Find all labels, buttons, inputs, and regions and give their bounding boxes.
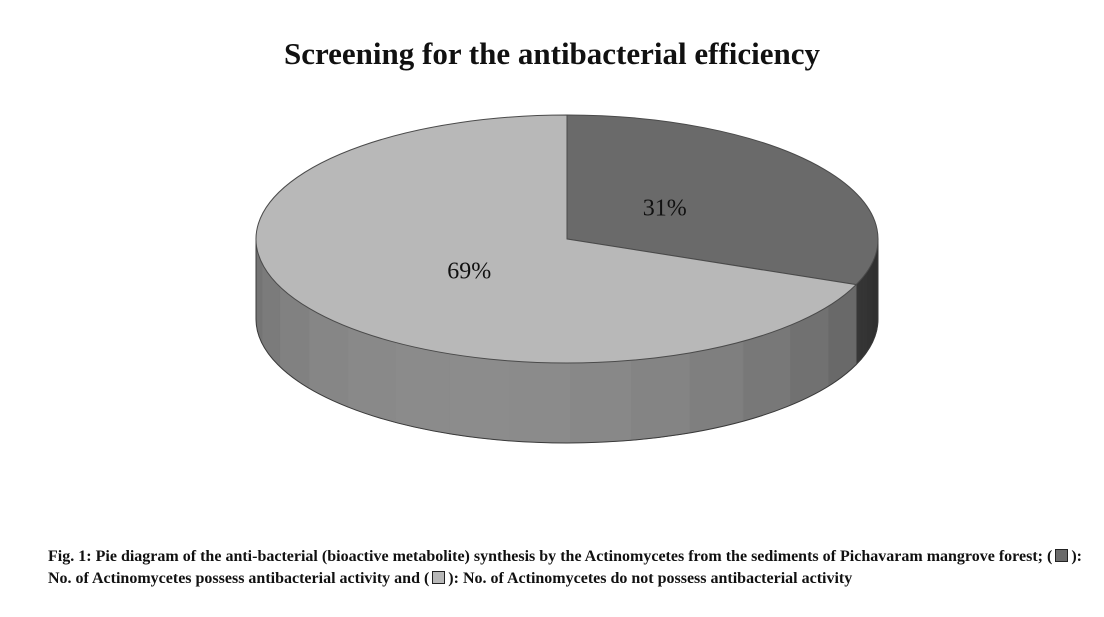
- chart-title: Screening for the antibacterial efficien…: [283, 36, 821, 71]
- pie-side-69-0-3: [688, 340, 744, 434]
- pie-side-69-0-7: [449, 353, 510, 442]
- pie-side-69-0-5: [568, 360, 632, 444]
- pie-chart: 31% 69%: [255, 114, 879, 444]
- pie-slice-31: [566, 114, 879, 286]
- pie-slice-69: [255, 114, 858, 364]
- pie-3d-side-layer: [255, 238, 879, 444]
- pie-side-69-0-6: [507, 360, 571, 444]
- light-gray-swatch-icon: [432, 571, 446, 584]
- pie-side-69-0-9: [347, 326, 396, 423]
- pie-bottom-rim: [255, 318, 879, 444]
- figure-caption: Fig. 1: Pie diagram of the anti-bacteria…: [48, 546, 1082, 590]
- pie-side-69-0-4: [629, 352, 690, 441]
- pie-label-31: 31%: [643, 196, 687, 222]
- caption-lead: Fig. 1: Pie diagram of the anti-bacteria…: [48, 548, 1053, 565]
- pie-top-layer: [255, 114, 879, 364]
- pie-label-layer: 31% 69%: [447, 196, 686, 285]
- dark-gray-swatch-icon: [1055, 549, 1069, 562]
- caption-legend-2: ): No. of Actinomycetes do not possess a…: [448, 570, 853, 587]
- pie-side-69-0-8: [394, 341, 451, 435]
- caption-legend-1: ): No. of Actinomycetes possess antibact…: [48, 548, 1082, 587]
- pie-label-69: 69%: [447, 258, 491, 284]
